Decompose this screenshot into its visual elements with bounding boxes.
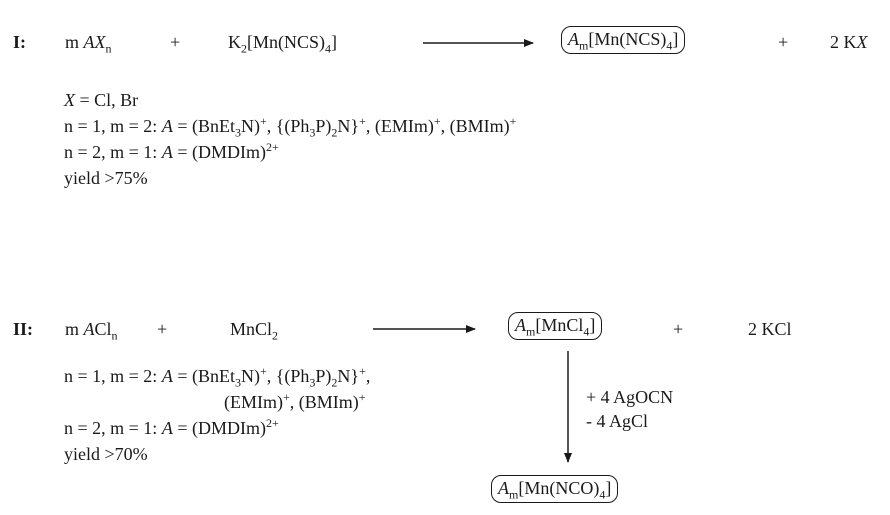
scheme-ii-plus-1: +	[157, 319, 168, 339]
scheme-i-label: I:	[13, 32, 26, 52]
scheme-ii-note-dication: n = 2, m = 1: A = (DMDIm)2+	[64, 416, 279, 438]
scheme-i-note-halide: X = Cl, Br	[64, 90, 139, 110]
condition-add-agocn: + 4 AgOCN	[586, 387, 674, 407]
scheme-ii-plus-2: +	[673, 319, 684, 339]
scheme-ii-byproduct: 2 KCl	[748, 319, 792, 339]
scheme-i-note-dication: n = 2, m = 1: A = (DMDIm)2+	[64, 140, 279, 162]
scheme-i-product-box: Am[Mn(NCS)4]	[561, 26, 686, 54]
scheme-ii-product-box: Am[MnCl4]	[508, 312, 603, 340]
scheme-i-reactant-2: K2[Mn(NCS)4]	[228, 32, 338, 56]
scheme-i-note-monocations: n = 1, m = 2: A = (BnEt3N)+, {(Ph3P)2N}+…	[64, 114, 517, 140]
scheme-ii-yield: yield >70%	[64, 444, 148, 464]
condition-remove-agcl: - 4 AgCl	[586, 411, 649, 431]
final-product-box: Am[Mn(NCO)4]	[491, 475, 619, 503]
scheme-ii-note-monocations: n = 1, m = 2: A = (BnEt3N)+, {(Ph3P)2N}+…	[64, 364, 371, 390]
scheme-ii-label: II:	[13, 319, 34, 339]
scheme-i-reactant-1: m AXn	[65, 32, 112, 56]
scheme-ii-reactant-2: MnCl2	[230, 319, 279, 343]
scheme-i-plus-2: +	[778, 32, 789, 52]
scheme-i-byproduct: 2 KX	[830, 32, 868, 52]
scheme-ii-note-monocations-cont: (EMIm)+, (BMIm)+	[224, 390, 366, 412]
scheme-i-plus-1: +	[170, 32, 181, 52]
scheme-i-yield: yield >75%	[64, 168, 148, 188]
scheme-ii-reactant-1: m ACln	[65, 319, 118, 343]
